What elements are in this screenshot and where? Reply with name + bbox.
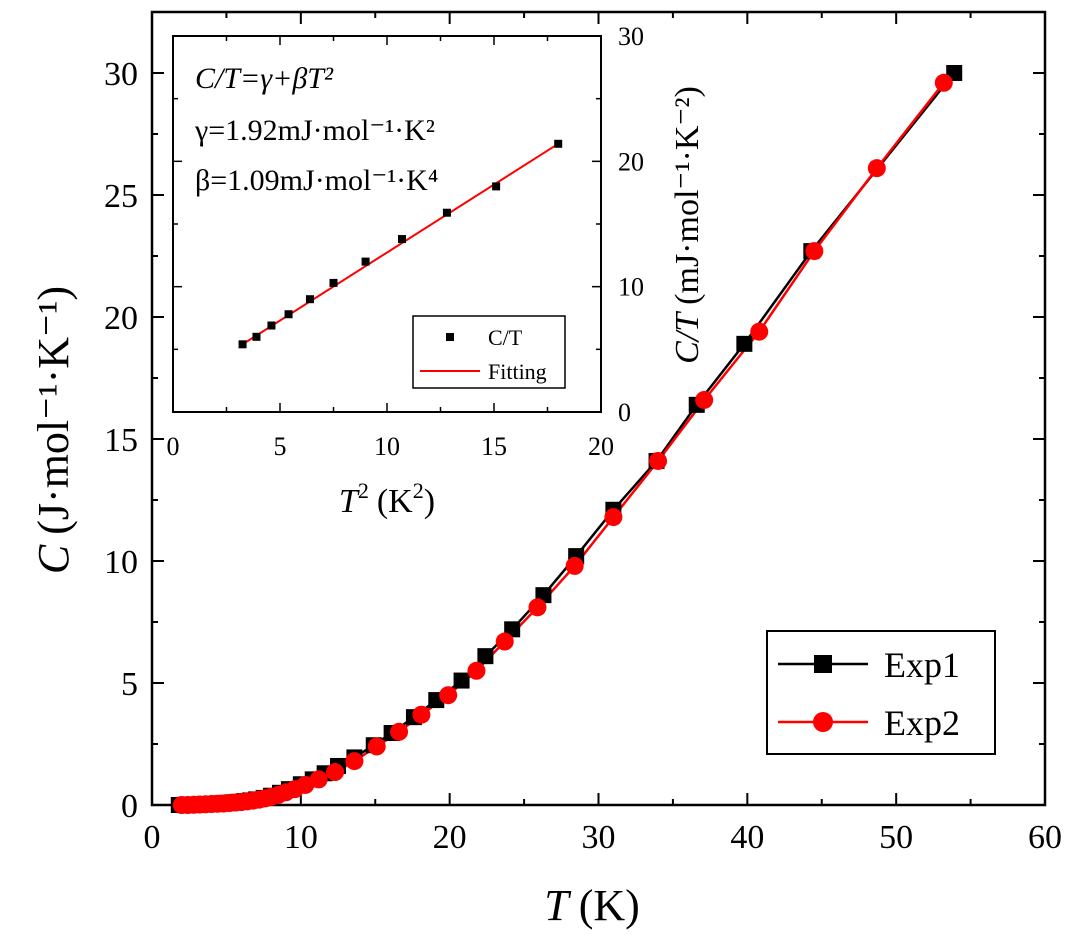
main-x-axis-unit: (K) (579, 881, 640, 930)
inset-ct-point (252, 332, 261, 341)
inset-ct-point (329, 278, 338, 287)
inset-y-tick-label: 10 (618, 273, 644, 302)
main-x-tick-label: 50 (879, 819, 913, 856)
inset-x-axis-unit-close: ) (424, 483, 435, 520)
inset-y-axis-unit: (mJ·mol⁻¹·K⁻²) (669, 86, 706, 305)
inset-ct-point (361, 257, 370, 266)
series-exp2-point (565, 556, 584, 575)
series-exp2-point (412, 705, 431, 724)
series-exp2-point (528, 598, 547, 617)
inset-formula: C/T=γ+βT² (195, 62, 334, 95)
inset-x-tick-label: 5 (274, 432, 287, 461)
inset-gamma-label: γ=1.92mJ·mol⁻¹·K² (194, 114, 435, 147)
main-x-axis-title: T (K) (544, 881, 640, 930)
inset-legend-fitting-label: Fitting (488, 359, 547, 384)
legend-exp2-marker (813, 712, 833, 732)
inset-ct-point (284, 310, 293, 319)
inset-ct-point (442, 208, 451, 217)
inset-y-axis-var: C/T (669, 311, 706, 364)
series-exp2-point (867, 159, 886, 178)
series-exp2-point (649, 451, 668, 470)
inset-x-axis-sup: 2 (358, 478, 369, 503)
inset-ct-point (305, 295, 314, 304)
inset-ct-point (554, 139, 563, 148)
inset-y-axis-title: C/T (mJ·mol⁻¹·K⁻²) (669, 86, 706, 364)
main-x-tick-label: 40 (730, 819, 764, 856)
series-exp2-point (495, 632, 514, 651)
main-x-tick-label: 20 (433, 819, 467, 856)
inset-y-tick-label: 30 (618, 22, 644, 51)
main-x-axis-var: T (544, 881, 572, 930)
inset-legend-ct-label: C/T (488, 325, 523, 350)
inset-legend-ct-marker (446, 333, 454, 341)
main-x-tick-label: 10 (284, 819, 318, 856)
main-x-tick-label: 0 (144, 819, 161, 856)
series-exp2-point (805, 242, 824, 261)
series-exp2-point (467, 661, 486, 680)
series-exp2-point (345, 752, 364, 771)
main-y-tick-label: 30 (104, 56, 138, 93)
inset-legend-box (412, 315, 566, 389)
main-y-tick-label: 25 (104, 178, 138, 215)
legend-exp1-marker (814, 655, 832, 673)
series-exp2-point (604, 508, 623, 527)
series-exp2-point (750, 322, 769, 341)
series-exp2-point (695, 390, 714, 409)
main-y-tick-label: 5 (121, 666, 138, 703)
inset-x-axis-var: T (339, 483, 360, 520)
inset-y-tick-label: 0 (618, 398, 631, 427)
legend-exp2-label: Exp2 (884, 703, 960, 743)
inset-x-tick-label: 10 (374, 432, 400, 461)
series-exp2-point (934, 73, 953, 92)
inset-legend: C/T Fitting (412, 315, 566, 389)
main-y-tick-label: 0 (121, 788, 138, 825)
main-legend: Exp1 Exp2 (766, 630, 996, 755)
main-y-tick-label: 15 (104, 422, 138, 459)
series-exp2-point (390, 722, 409, 741)
main-y-axis-var: C (29, 544, 78, 574)
series-exp1-point (477, 648, 494, 665)
inset-y-tick-label: 20 (618, 147, 644, 176)
main-y-tick-label: 20 (104, 300, 138, 337)
inset-x-tick-label: 20 (588, 432, 614, 461)
inset-ct-point (238, 340, 247, 349)
inset-fitting-line (242, 142, 559, 346)
inset-x-tick-label: 15 (481, 432, 507, 461)
series-exp1-point (453, 672, 470, 689)
inset-x-axis-title: T2 (K2) (339, 478, 435, 520)
inset-x-axis-unit: (K (377, 483, 413, 520)
inset-ct-point (492, 182, 501, 191)
inset-ct-point (267, 321, 276, 330)
main-series (170, 65, 963, 814)
inset-x-tick-label: 0 (167, 432, 180, 461)
series-exp2-point (326, 763, 345, 782)
series-exp1-point (736, 335, 753, 352)
main-legend-box (766, 630, 996, 755)
series-exp2-point (309, 770, 328, 789)
series-exp2-point (439, 686, 458, 705)
inset-x-axis-unit-sup: 2 (413, 478, 424, 503)
main-y-axis-unit: (J·mol⁻¹·K⁻¹) (29, 286, 78, 535)
main-y-axis-title: C (J·mol⁻¹·K⁻¹) (29, 286, 78, 574)
inset-ct-point (397, 235, 406, 244)
main-x-tick-label: 30 (582, 819, 616, 856)
legend-exp1-label: Exp1 (884, 645, 960, 685)
main-x-tick-label: 60 (1028, 819, 1062, 856)
inset-series (238, 139, 563, 349)
series-exp2-point (367, 737, 386, 756)
main-y-tick-label: 10 (104, 544, 138, 581)
inset-beta-label: β=1.09mJ·mol⁻¹·K⁴ (195, 164, 438, 197)
